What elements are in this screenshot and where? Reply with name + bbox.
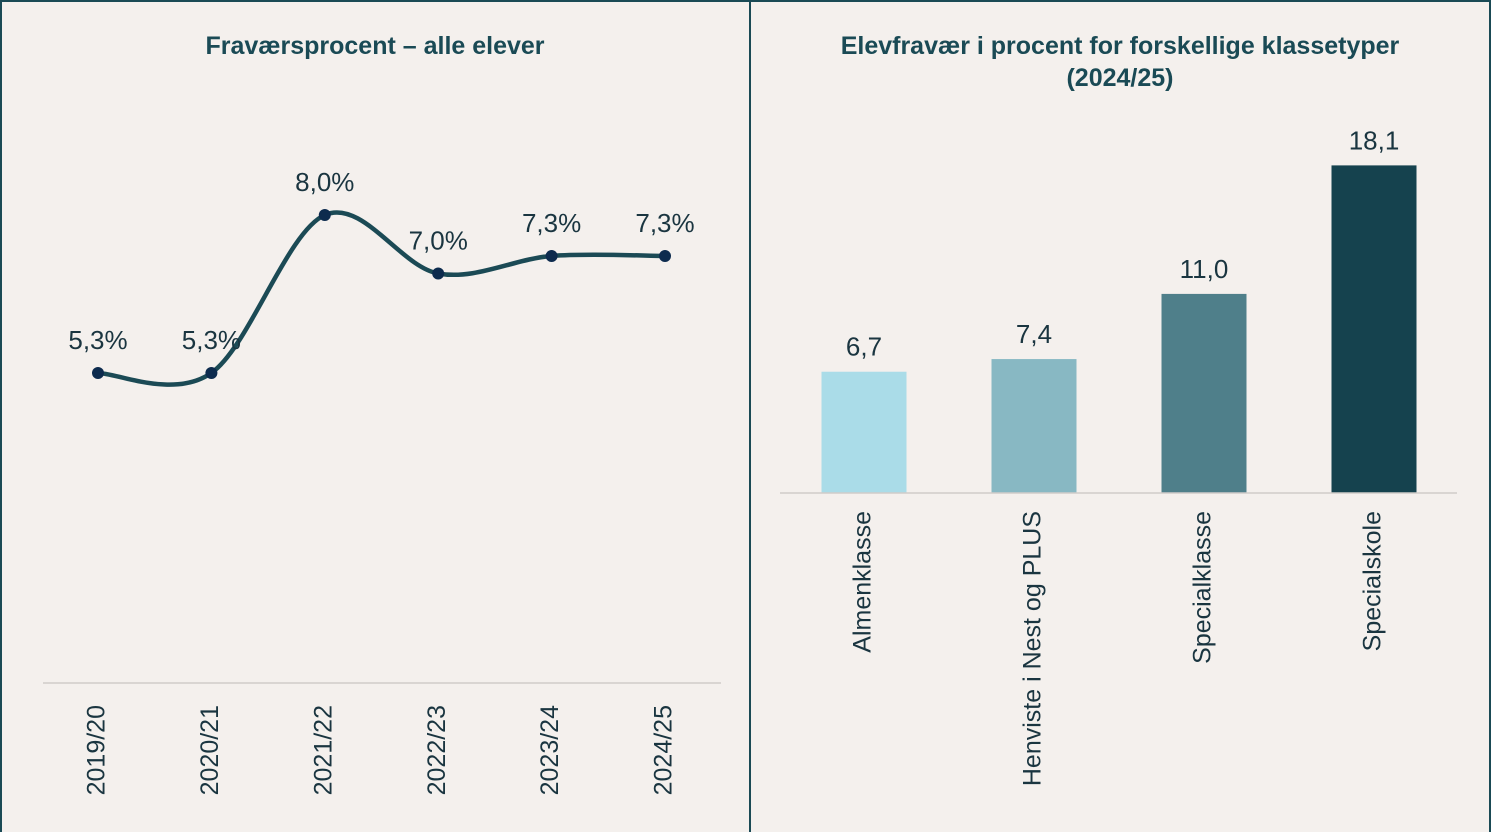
bar [1161, 293, 1247, 493]
x-tick-label: Henviste i Nest og PLUS [1019, 511, 1047, 786]
data-label: 5,3% [68, 325, 127, 355]
bar [1331, 165, 1417, 493]
data-label: 5,3% [182, 325, 241, 355]
data-label: 7,4 [1016, 319, 1052, 349]
marker [92, 366, 104, 379]
data-label: 7,3% [522, 208, 581, 238]
x-tick-label: 2024/25 [650, 705, 678, 795]
x-tick-label: Almenklasse [849, 511, 877, 653]
data-label: 18,1 [1349, 125, 1400, 155]
marker [659, 249, 671, 262]
x-tick-label: 2023/24 [536, 705, 564, 795]
x-tick-label: Specialklasse [1189, 511, 1217, 664]
data-label: 6,7 [846, 332, 882, 362]
x-tick-label: Specialskole [1359, 511, 1387, 651]
data-label: 7,3% [635, 208, 694, 238]
chart-title: Elevfravær i procent for forskellige kla… [840, 32, 1400, 92]
bar [821, 371, 907, 493]
chart-title: Fraværsprocent – alle elever [205, 32, 545, 60]
line [97, 210, 666, 387]
data-label: 8,0% [295, 167, 354, 197]
marker [432, 267, 445, 280]
x-tick-label: 2019/20 [83, 705, 111, 795]
marker [205, 366, 218, 379]
data-label: 11,0 [1180, 254, 1229, 284]
marker [318, 209, 331, 221]
bar [991, 359, 1077, 493]
x-tick-label: 2022/23 [423, 705, 451, 795]
x-tick-label: 2020/21 [196, 705, 224, 795]
marker [545, 249, 558, 262]
data-label: 7,0% [409, 226, 468, 256]
x-tick-label: 2021/22 [309, 705, 337, 795]
